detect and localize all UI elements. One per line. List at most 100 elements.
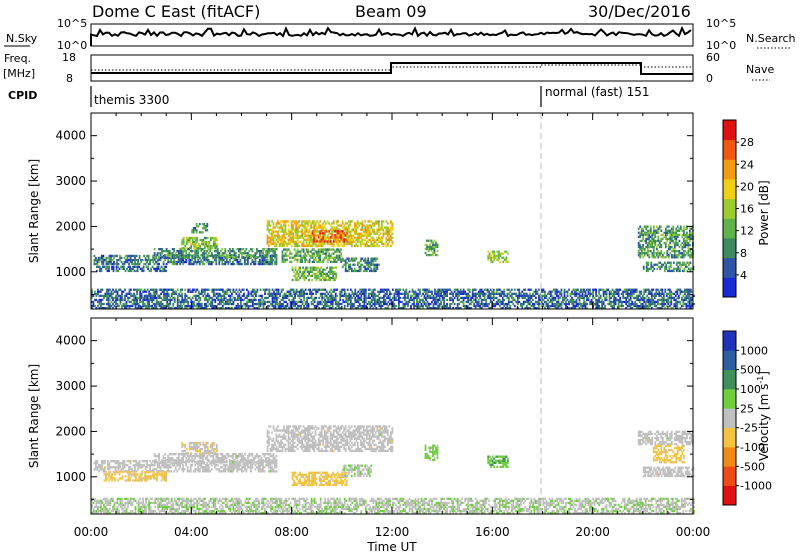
range-gate-cell <box>246 288 248 291</box>
range-gate-cell <box>290 240 293 243</box>
range-gate-cell <box>499 252 502 255</box>
range-gate-cell <box>158 296 161 300</box>
range-gate-cell <box>311 240 314 243</box>
range-gate-cell <box>339 290 342 293</box>
range-gate-cell <box>436 243 439 246</box>
range-gate-cell <box>232 290 235 293</box>
range-gate-cell <box>232 248 234 251</box>
range-gate-cell <box>277 238 279 241</box>
range-gate-cell <box>417 292 420 295</box>
range-gate-cell <box>95 307 98 310</box>
range-gate-cell <box>346 261 349 264</box>
range-gate-cell <box>595 290 597 293</box>
range-gate-cell <box>133 292 135 295</box>
range-gate-cell <box>289 232 291 235</box>
range-gate-cell <box>347 230 350 233</box>
range-gate-cell <box>203 288 206 291</box>
range-gate-cell <box>486 290 489 293</box>
range-gate-cell <box>154 267 157 270</box>
range-gate-cell <box>302 248 305 251</box>
range-gate-cell <box>108 260 111 264</box>
range-gate-cell <box>378 222 380 225</box>
range-gate-cell <box>545 302 548 306</box>
range-gate-cell <box>386 296 388 300</box>
range-gate-cell <box>645 261 648 264</box>
range-gate-cell <box>237 296 239 300</box>
range-gate-cell <box>112 302 114 306</box>
range-gate-cell <box>655 292 658 295</box>
range-gate-cell <box>197 252 200 255</box>
range-gate-cell <box>159 252 162 255</box>
range-gate-cell <box>214 238 217 242</box>
range-gate-cell <box>181 240 184 244</box>
range-gate-cell <box>384 226 386 229</box>
range-gate-cell <box>682 261 684 264</box>
range-gate-cell <box>391 242 394 246</box>
range-gate-cell <box>361 220 364 223</box>
range-gate-cell <box>316 228 318 231</box>
range-gate-cell <box>344 230 347 233</box>
range-gate-cell <box>637 227 640 230</box>
range-gate-cell <box>325 248 328 251</box>
range-gate-cell <box>324 268 327 271</box>
range-gate-cell <box>355 236 358 239</box>
range-gate-cell <box>660 245 663 249</box>
range-gate-cell <box>381 228 383 231</box>
range-gate-cell <box>340 260 343 263</box>
range-gate-cell <box>293 274 295 277</box>
range-gate-cell <box>201 256 204 260</box>
range-gate-cell <box>664 231 667 234</box>
range-gate-cell <box>197 243 200 246</box>
range-gate-cell <box>659 267 662 270</box>
range-gate-cell <box>293 270 295 273</box>
range-gate-cell <box>324 307 327 310</box>
range-gate-cell <box>374 220 377 223</box>
range-gate-cell <box>212 256 215 259</box>
range-gate-cell <box>629 304 632 308</box>
range-gate-cell <box>372 290 375 293</box>
range-gate-cell <box>319 248 322 251</box>
range-gate-cell <box>376 228 379 231</box>
range-gate-cell <box>193 245 196 248</box>
range-gate-cell <box>319 226 322 229</box>
range-gate-cell <box>301 258 303 261</box>
range-gate-cell <box>220 294 223 297</box>
range-gate-cell <box>265 300 268 304</box>
range-gate-cell <box>173 298 176 302</box>
range-gate-cell <box>209 304 212 308</box>
range-gate-cell <box>434 302 436 306</box>
range-gate-cell <box>647 296 650 300</box>
range-gate-cell <box>450 296 453 300</box>
range-gate-cell <box>298 294 301 297</box>
range-gate-cell <box>143 298 146 302</box>
range-gate-cell <box>689 261 692 264</box>
range-gate-cell <box>205 288 208 291</box>
range-gate-cell <box>155 304 158 308</box>
range-gate-cell <box>330 298 333 302</box>
range-gate-cell <box>95 258 97 262</box>
range-gate-cell <box>586 296 588 300</box>
range-gate-cell <box>456 290 459 293</box>
range-gate-cell <box>476 300 479 304</box>
range-gate-cell <box>232 296 235 300</box>
range-gate-cell <box>314 224 317 227</box>
range-gate-cell <box>115 302 117 306</box>
range-gate-cell <box>283 228 285 231</box>
range-gate-cell <box>187 240 190 244</box>
range-gate-cell <box>334 294 337 297</box>
range-gate-cell <box>275 244 278 248</box>
range-gate-cell <box>296 260 299 263</box>
range-gate-cell <box>387 288 390 291</box>
range-gate-cell <box>483 288 486 291</box>
range-gate-cell <box>197 294 200 297</box>
range-gate-cell <box>274 294 277 297</box>
range-gate-cell <box>653 267 656 270</box>
range-gate-cell <box>152 290 155 293</box>
range-gate-cell <box>577 288 579 291</box>
range-gate-cell <box>437 288 439 291</box>
range-gate-cell <box>605 298 608 302</box>
range-gate-cell <box>206 258 209 262</box>
range-gate-cell <box>275 234 278 237</box>
range-gate-cell <box>453 296 456 300</box>
range-gate-cell <box>324 302 327 306</box>
